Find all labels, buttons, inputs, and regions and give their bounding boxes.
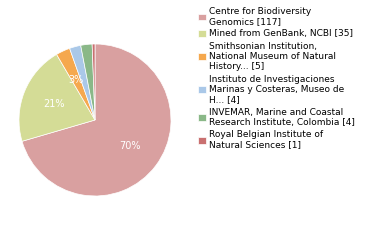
Wedge shape [19,54,95,141]
Wedge shape [92,44,95,120]
Text: 3%: 3% [69,75,84,85]
Text: 21%: 21% [43,99,65,109]
Wedge shape [57,48,95,120]
Wedge shape [70,45,95,120]
Legend: Centre for Biodiversity
Genomics [117], Mined from GenBank, NCBI [35], Smithsoni: Centre for Biodiversity Genomics [117], … [198,7,355,150]
Text: 70%: 70% [120,141,141,151]
Wedge shape [81,44,95,120]
Wedge shape [22,44,171,196]
